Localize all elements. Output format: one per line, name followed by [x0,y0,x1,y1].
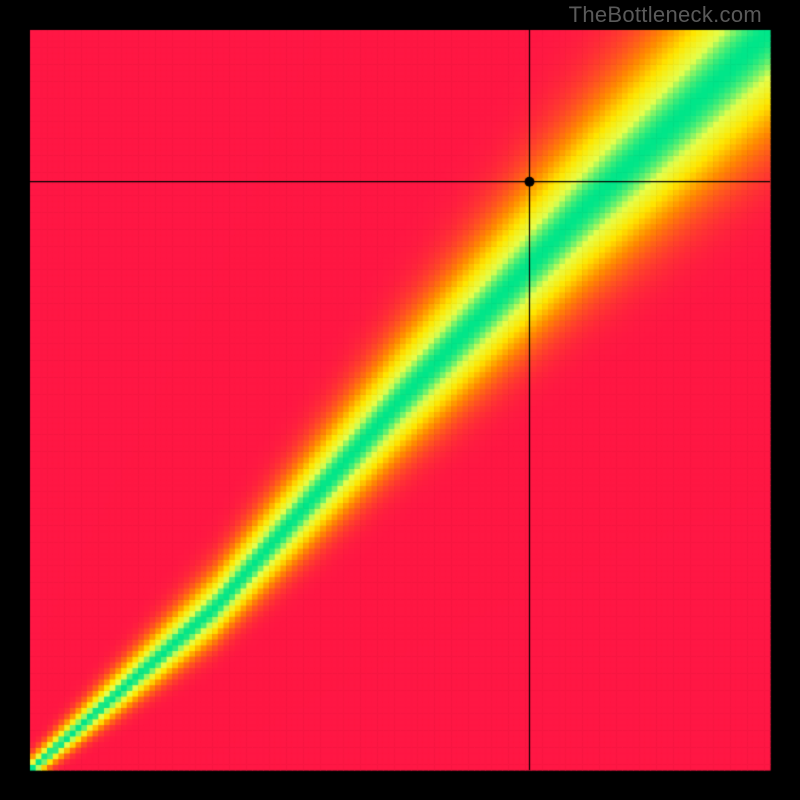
bottleneck-heatmap [0,0,800,800]
attribution-label: TheBottleneck.com [569,2,762,28]
